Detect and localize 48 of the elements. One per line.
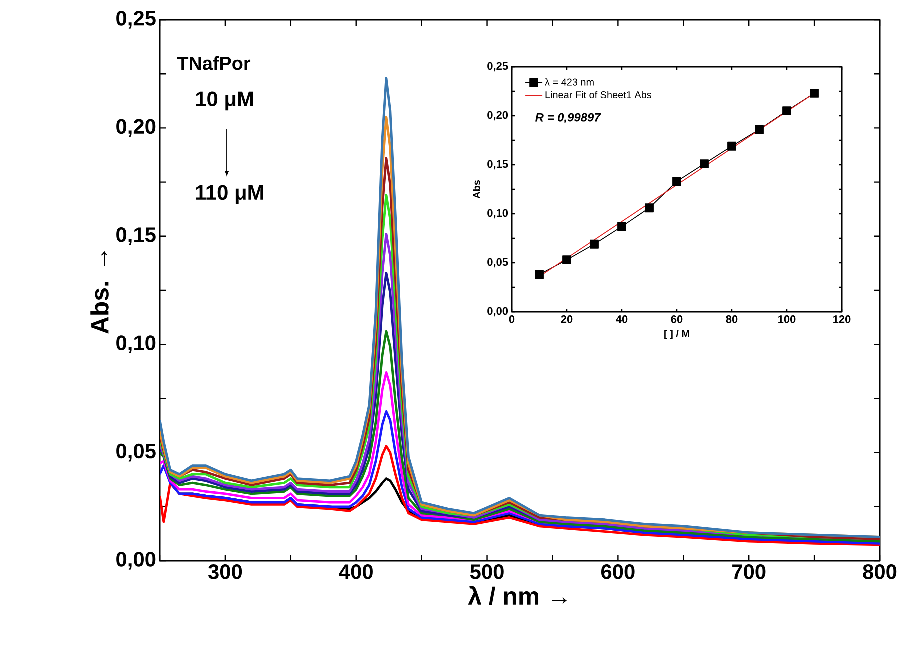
- point: [535, 270, 544, 280]
- x-tick-label: 600: [602, 564, 635, 580]
- y-tick-label: 0,00: [116, 552, 156, 570]
- point: [645, 204, 654, 213]
- annotation: TNafPor: [177, 56, 251, 70]
- legend-label: λ = 423 nm: [545, 78, 594, 86]
- x-axis-title: λ / nm →: [468, 586, 567, 606]
- y-tick-label: 0,00: [488, 307, 508, 317]
- y-tick-label: 0,20: [488, 111, 508, 121]
- x-tick-label: 500: [470, 564, 504, 580]
- point: [700, 160, 709, 168]
- y-tick-label: 0,20: [116, 119, 156, 138]
- point: [782, 106, 792, 116]
- y-axis-title: Abs: [473, 180, 480, 199]
- point: [590, 240, 599, 249]
- line-series: [160, 330, 880, 543]
- y-tick-label: 0,10: [488, 209, 508, 219]
- x-tick-label: 0: [509, 316, 515, 324]
- y-tick-label: 0,15: [488, 160, 508, 170]
- point: [672, 177, 682, 186]
- x-tick-label: 300: [208, 564, 242, 580]
- x-tick-label: 120: [834, 316, 851, 324]
- y-tick-label: 0,25: [488, 62, 508, 72]
- legend-label: Linear Fit of Sheet1 Abs: [546, 91, 652, 99]
- annotation: 110 μM: [196, 185, 264, 204]
- x-axis-title: [ ] / M: [664, 330, 690, 340]
- line-series: [160, 410, 880, 545]
- x-tick-label: 100: [778, 316, 796, 324]
- y-tick-label: 0,10: [116, 336, 156, 354]
- point: [810, 89, 819, 98]
- point: [562, 256, 572, 265]
- point: [618, 222, 626, 232]
- y-tick-label: 0,05: [488, 258, 508, 268]
- y-axis-title: Abs. →: [90, 252, 109, 334]
- x-tick-label: 60: [671, 316, 683, 324]
- x-tick-label: 700: [732, 564, 766, 580]
- point: [755, 125, 764, 134]
- x-tick-label: 40: [616, 316, 628, 324]
- point: [728, 142, 736, 151]
- x-tick-label: 400: [339, 564, 373, 580]
- x-tick-label: 80: [726, 316, 738, 324]
- annotation: 10 μM: [196, 92, 254, 111]
- y-tick-label: 0,15: [116, 227, 156, 246]
- x-tick-label: 20: [561, 316, 573, 324]
- y-tick-label: 0,05: [116, 444, 156, 462]
- x-tick-label: 800: [863, 564, 897, 580]
- annotation: R = 0,99897: [536, 113, 602, 124]
- y-tick-label: 0,25: [116, 11, 156, 29]
